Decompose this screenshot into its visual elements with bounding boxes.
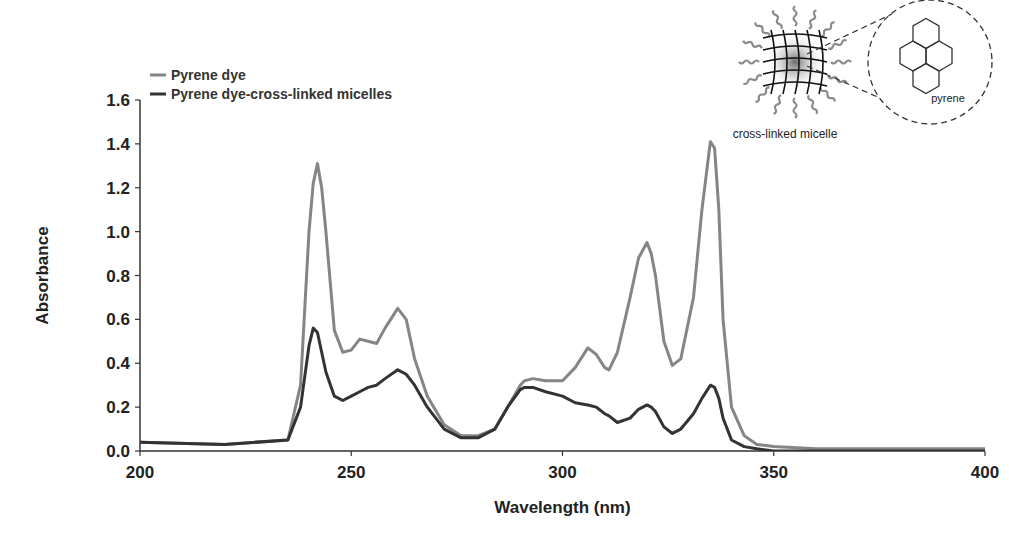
x-tick bbox=[562, 451, 563, 456]
x-tick-label: 200 bbox=[126, 463, 154, 482]
y-tick-label: 0.0 bbox=[106, 442, 130, 461]
micelle-tail bbox=[755, 87, 769, 101]
y-tick-label: 0.6 bbox=[106, 310, 130, 329]
y-tick bbox=[135, 319, 140, 320]
y-tick bbox=[135, 450, 140, 451]
pyrene-ring bbox=[913, 19, 939, 49]
series-line bbox=[140, 328, 985, 451]
micelle-tail bbox=[794, 6, 797, 26]
micelle-tail bbox=[739, 61, 759, 64]
zoom-line bbox=[807, 14, 892, 54]
series-line bbox=[140, 142, 985, 449]
y-tick bbox=[135, 143, 140, 144]
micelle-tail bbox=[820, 88, 834, 102]
micelle-tail bbox=[821, 22, 835, 36]
x-tick bbox=[773, 451, 774, 456]
x-tick bbox=[984, 451, 985, 456]
x-tick bbox=[139, 451, 140, 456]
y-tick bbox=[135, 363, 140, 364]
micelle-net bbox=[795, 30, 799, 94]
plot-lines bbox=[140, 142, 985, 451]
micelle-tail bbox=[794, 98, 797, 118]
x-tick-label: 400 bbox=[971, 463, 999, 482]
y-tick-label: 0.4 bbox=[106, 354, 130, 373]
x-tick-label: 300 bbox=[548, 463, 576, 482]
micelle-tail bbox=[773, 10, 782, 28]
x-tick bbox=[351, 451, 352, 456]
x-tick-label: 250 bbox=[337, 463, 365, 482]
pyrene-ring bbox=[913, 64, 939, 94]
y-tick bbox=[135, 275, 140, 276]
y-tick bbox=[135, 407, 140, 408]
y-tick-label: 1.2 bbox=[106, 179, 130, 198]
chart: 0.0 0.2 0.4 0.6 0.8 1.0 1.2 1.4 1.6 200 250 300 350 4… bbox=[0, 0, 1009, 537]
legend-swatch bbox=[150, 93, 166, 96]
legend-label: Pyrene dye bbox=[171, 67, 246, 83]
y-tick bbox=[135, 187, 140, 188]
annotation: pyrene bbox=[931, 92, 965, 104]
micelle-net bbox=[783, 30, 787, 94]
micelle-tail bbox=[809, 10, 817, 28]
x-axis-title: Wavelength (nm) bbox=[494, 498, 630, 517]
micelle-net bbox=[819, 30, 823, 94]
micelle-tail bbox=[755, 22, 769, 36]
y-tick bbox=[135, 99, 140, 100]
micelle-tail bbox=[831, 61, 851, 64]
zoom-circle bbox=[868, 0, 992, 124]
inset: cross-linked micelle pyrene bbox=[733, 0, 992, 141]
micelle-tail bbox=[743, 75, 761, 84]
legend-label: Pyrene dye-cross-linked micelles bbox=[171, 86, 392, 102]
y-tick-label: 1.6 bbox=[106, 91, 130, 110]
y-axis-title: Absorbance bbox=[33, 226, 52, 324]
y-tick bbox=[135, 231, 140, 232]
micelle-tail bbox=[808, 95, 817, 113]
micelle-tail bbox=[743, 41, 761, 49]
y-tick-label: 0.2 bbox=[106, 398, 130, 417]
micelle-net bbox=[763, 58, 827, 62]
micelle-net bbox=[763, 82, 827, 86]
y-tick-label: 1.4 bbox=[106, 135, 130, 154]
y-tick-label: 0.8 bbox=[106, 267, 130, 286]
micelle-net bbox=[807, 30, 811, 94]
annotation: cross-linked micelle bbox=[733, 127, 838, 141]
legend-swatch bbox=[150, 74, 166, 77]
micelle-tail bbox=[774, 95, 782, 113]
zoom-line bbox=[807, 66, 880, 98]
x-tick-label: 350 bbox=[760, 463, 788, 482]
y-tick-label: 1.0 bbox=[106, 223, 130, 242]
micelle-tail bbox=[828, 40, 846, 49]
